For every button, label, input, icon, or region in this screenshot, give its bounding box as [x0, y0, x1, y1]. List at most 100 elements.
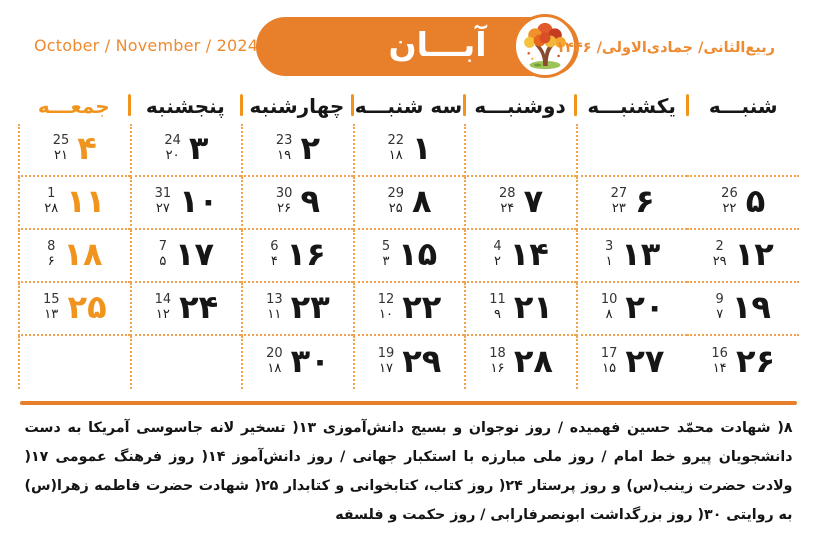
day-number: ۲۱: [513, 287, 553, 326]
calendar-cell: 14 ۱۲ ۲۴: [129, 283, 242, 336]
day-number: ۲۹: [402, 341, 442, 380]
hijri-date: ۲۱: [54, 147, 68, 163]
hijri-date: ۱۹: [277, 147, 292, 163]
calendar-cell: [129, 336, 242, 389]
calendar-cell: 8 ۶ ۱۸: [18, 230, 130, 283]
weekday-friday: جمعـــه: [18, 94, 130, 118]
hijri-date: ۲۵: [388, 200, 403, 216]
hijri-date: ۲: [494, 253, 502, 269]
day-number: ۲۲: [402, 287, 442, 326]
secondary-dates: 19 ۱۷: [377, 345, 395, 379]
calendar-cell: 10 ۸ ۲۰: [575, 283, 688, 336]
secondary-dates: 27 ۲۳: [610, 185, 628, 219]
calendar-cell: 9 ۷ ۱۹: [687, 283, 799, 336]
gregorian-date: 6: [270, 238, 279, 254]
gregorian-date: 9: [715, 291, 724, 307]
calendar-cell: [575, 124, 688, 177]
calendar-cell: 30 ۲۶ ۹: [241, 177, 353, 230]
day-number: ۲۷: [625, 341, 665, 380]
gregorian-date: 27: [610, 185, 628, 201]
gregorian-date: 2: [715, 238, 724, 254]
hijri-date: ۲۹: [712, 253, 727, 269]
day-number: ۲۳: [290, 287, 330, 326]
hijri-date: ۱۱: [267, 306, 282, 322]
gregorian-date: 8: [47, 238, 56, 254]
day-number: ۱۲: [734, 234, 774, 273]
calendar-cell: 16 ۱۴ ۲۶: [687, 336, 799, 389]
gregorian-date: 26: [721, 185, 738, 201]
secondary-dates: 26 ۲۲: [721, 185, 738, 219]
hijri-date: ۱۸: [388, 147, 403, 163]
day-number: ۱: [412, 128, 432, 167]
hijri-date: ۱۸: [267, 360, 282, 376]
weekday-sunday: یکشنبـــه: [576, 94, 688, 118]
weekday-monday: دوشنبـــه: [464, 94, 576, 118]
day-number: ۲۸: [513, 341, 553, 380]
calendar-cell: 17 ۱۵ ۲۷: [575, 336, 688, 389]
calendar-cell: 2 ۲۹ ۱۲: [687, 230, 799, 283]
calendar-cell: 26 ۲۲ ۵: [687, 177, 799, 230]
gregorian-date: 12: [377, 291, 395, 307]
secondary-dates: 1 ۲۸: [44, 185, 58, 219]
gregorian-date: 31: [154, 185, 172, 201]
calendar-cell: 31 ۲۷ ۱۰: [129, 177, 242, 230]
secondary-dates: 15 ۱۳: [43, 292, 60, 325]
calendar-cell: 20 ۱۸ ۳۰: [241, 336, 353, 389]
day-number: ۱۹: [731, 287, 771, 326]
calendar-cell: 29 ۲۵ ۸: [352, 177, 465, 230]
hijri-date: ۸: [605, 306, 613, 322]
gregorian-date: 7: [158, 238, 167, 254]
hijri-date: ۱۳: [44, 306, 59, 322]
secondary-dates: 17 ۱۵: [600, 345, 618, 379]
weekday-header: شنبـــه یکشنبـــه دوشنبـــه سه شنبـــه چ…: [18, 88, 799, 124]
secondary-dates: 2 ۲۹: [712, 238, 727, 272]
calendar-cell: 11 ۹ ۲۱: [464, 283, 576, 336]
month-name: آبـــان: [388, 25, 487, 64]
hijri-date: ۱۵: [602, 360, 617, 376]
day-number: ۲: [300, 128, 320, 167]
gregorian-date: 10: [600, 291, 618, 307]
calendar-cell: 22 ۱۸ ۱: [352, 124, 465, 177]
day-number: ۱۶: [286, 234, 326, 273]
day-number: ۶: [635, 181, 655, 220]
calendar-cell: 15 ۱۳ ۲۵: [18, 283, 130, 336]
secondary-dates: 24 ۲۰: [164, 133, 181, 166]
secondary-dates: 12 ۱۰: [377, 291, 395, 325]
day-number: ۲۰: [625, 287, 665, 326]
calendar-cell: [687, 124, 799, 177]
hijri-date: ۲۷: [155, 200, 170, 216]
calendar-cell: 4 ۲ ۱۴: [464, 230, 576, 283]
hijri-date: ۱۴: [712, 360, 727, 376]
gregorian-date: 22: [387, 132, 405, 148]
month-events-text: ۸( شهادت محمّد حسین فهمیده / روز نوجوان …: [24, 419, 793, 523]
gregorian-date: 1: [47, 185, 56, 201]
gregorian-date: 17: [600, 345, 618, 361]
day-number: ۱۷: [174, 234, 215, 273]
calendar-cell: 5 ۳ ۱۵: [352, 230, 465, 283]
day-number: ۵: [745, 181, 766, 220]
autumn-tree-icon: [513, 14, 577, 78]
calendar-cell: 28 ۲۴ ۷: [464, 177, 576, 230]
calendar-cell: 1 ۲۸ ۱۱: [18, 177, 130, 230]
secondary-dates: 16 ۱۴: [711, 346, 728, 379]
hijri-date: ۵: [159, 253, 167, 269]
calendar-grid: 22 ۱۸ ۱ 23 ۱۹ ۲ 24 ۲۰ ۳ 25 ۲۱ ۴ 26 ۲۲ ۵ 27 ۲۳ ۶ 28 ۲۴ ۷ 29 ۲۵ ۸…: [18, 124, 799, 389]
calendar-cell: 6 ۴ ۱۶: [241, 230, 353, 283]
gregorian-date: 19: [377, 345, 395, 361]
weekday-saturday: شنبـــه: [708, 94, 778, 118]
footer-divider-line: [20, 401, 797, 405]
day-number: ۳: [188, 128, 209, 167]
hijri-date: ۱۲: [155, 306, 170, 322]
secondary-dates: 20 ۱۸: [266, 346, 283, 379]
day-number: ۱۳: [621, 234, 661, 273]
hijri-date: ۱۰: [378, 306, 393, 322]
calendar-cell: 19 ۱۷ ۲۹: [352, 336, 465, 389]
secondary-dates: 23 ۱۹: [276, 133, 293, 166]
secondary-dates: 18 ۱۶: [489, 346, 506, 379]
hijri-date: ۱: [605, 253, 613, 269]
hijri-date: ۱۷: [378, 360, 393, 376]
